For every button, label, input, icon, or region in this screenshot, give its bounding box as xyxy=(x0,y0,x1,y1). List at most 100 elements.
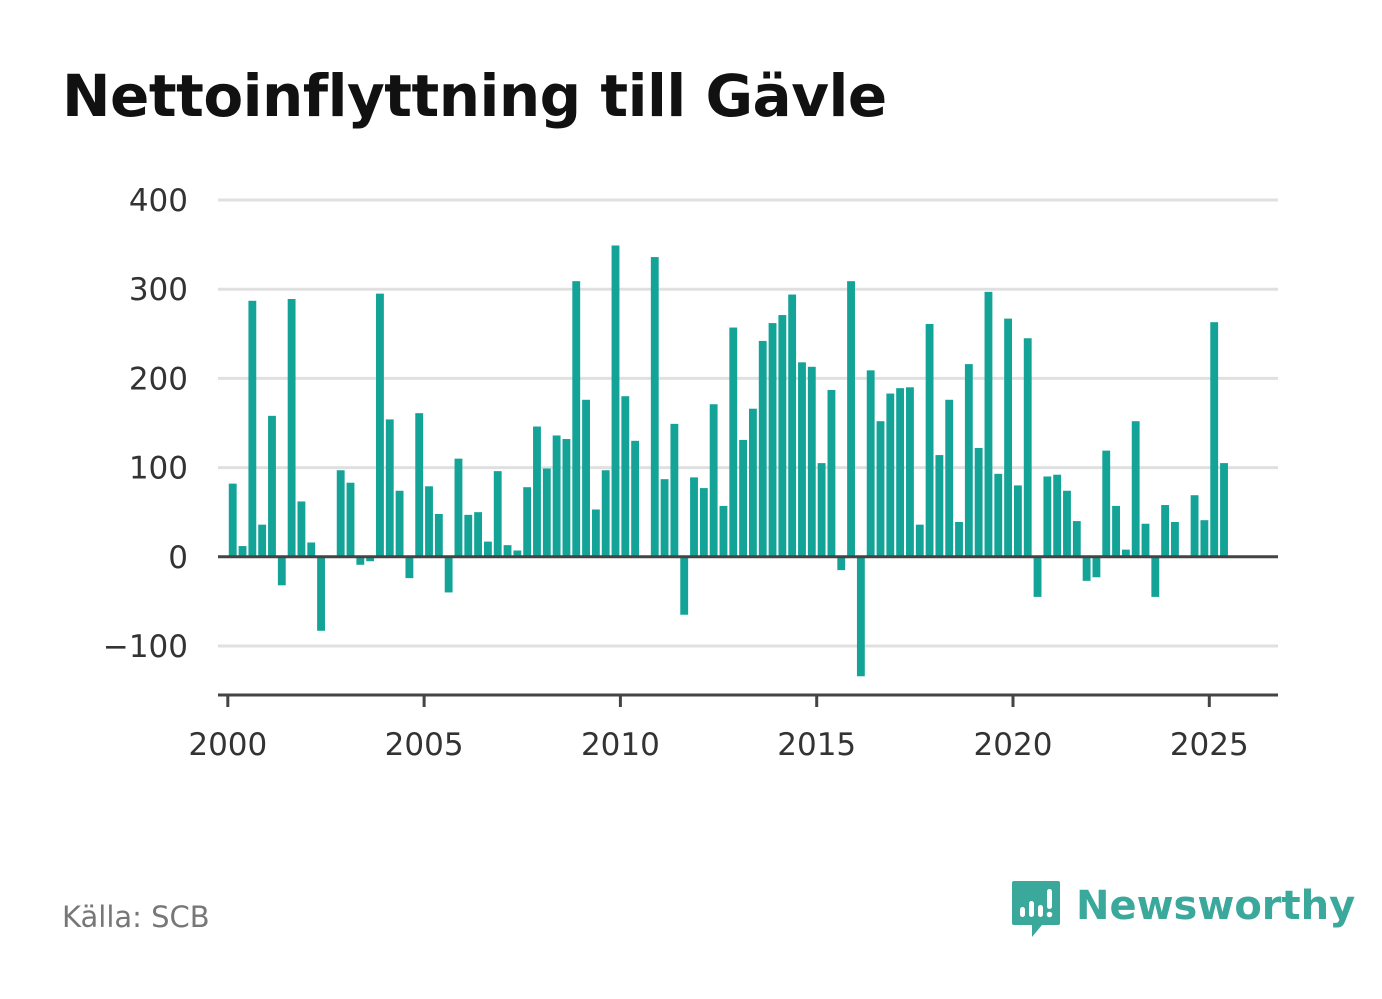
bar xyxy=(1063,490,1071,557)
bar xyxy=(935,455,944,557)
bar xyxy=(474,512,483,557)
bar xyxy=(984,291,993,557)
bar xyxy=(1190,495,1199,557)
source-note: Källa: SCB xyxy=(62,900,210,934)
bar xyxy=(268,415,276,557)
bar xyxy=(1161,505,1170,557)
bar xyxy=(837,556,846,571)
bar xyxy=(807,366,816,557)
bar xyxy=(739,439,748,557)
bar xyxy=(336,470,345,557)
bar xyxy=(611,245,620,557)
y-tick-label: 200 xyxy=(129,361,188,397)
bar xyxy=(376,293,384,557)
y-tick-label: 100 xyxy=(129,451,188,487)
bar xyxy=(258,524,267,557)
bar xyxy=(690,477,698,557)
bar xyxy=(906,387,914,557)
bar xyxy=(856,556,865,677)
bar xyxy=(1043,476,1052,557)
y-tick-label: 0 xyxy=(168,540,188,576)
bar xyxy=(650,257,659,557)
bar xyxy=(964,364,973,557)
bar xyxy=(699,488,708,557)
bar xyxy=(709,404,718,557)
newsworthy-logo-icon xyxy=(1012,881,1060,937)
bar xyxy=(1092,556,1101,578)
bar xyxy=(277,556,286,586)
bar xyxy=(955,521,963,557)
bar xyxy=(1102,450,1111,557)
x-tick-label: 2010 xyxy=(581,727,660,763)
bar xyxy=(542,468,551,557)
brand-name: Newsworthy xyxy=(1076,883,1356,929)
bar xyxy=(1141,523,1150,557)
y-tick-label: 400 xyxy=(129,183,188,219)
bar xyxy=(680,556,689,615)
bar xyxy=(1171,521,1179,557)
bar xyxy=(1200,520,1209,557)
x-tick-label: 2020 xyxy=(974,727,1053,763)
bar xyxy=(356,556,365,565)
bar xyxy=(768,323,777,557)
bar xyxy=(582,399,590,557)
bar xyxy=(925,323,934,557)
bar xyxy=(660,479,669,557)
bar xyxy=(621,396,630,557)
grid-lines xyxy=(218,198,1278,648)
bar xyxy=(1131,421,1140,557)
bar xyxy=(513,550,522,557)
bar xyxy=(552,435,561,557)
bar xyxy=(493,471,502,557)
bar xyxy=(572,281,581,557)
bar xyxy=(562,439,571,557)
bar xyxy=(454,458,463,557)
bar xyxy=(1053,474,1062,557)
bar xyxy=(366,556,375,562)
bar xyxy=(994,473,1003,557)
bar xyxy=(788,294,797,557)
bar xyxy=(591,509,600,557)
y-tick-label: 300 xyxy=(129,272,188,308)
bar xyxy=(385,419,394,557)
bar xyxy=(729,327,738,557)
axes xyxy=(218,555,1278,707)
bar xyxy=(523,487,532,557)
bar xyxy=(847,281,855,557)
bar xyxy=(307,542,316,557)
bar xyxy=(1220,463,1228,557)
bar xyxy=(876,421,885,557)
bar xyxy=(719,505,728,557)
bar xyxy=(533,426,541,557)
bar xyxy=(817,463,826,557)
bar xyxy=(238,546,247,557)
bar xyxy=(1072,521,1081,557)
bar xyxy=(974,447,983,557)
bar xyxy=(287,299,296,557)
bar-series xyxy=(228,245,1228,677)
y-tick-label: −100 xyxy=(103,629,188,665)
bar xyxy=(778,315,787,557)
x-tick-label: 2000 xyxy=(188,727,267,763)
bar xyxy=(1112,505,1120,557)
bar xyxy=(631,440,640,557)
bar xyxy=(670,423,679,557)
bar xyxy=(827,389,836,557)
bar xyxy=(886,393,895,557)
bar xyxy=(415,413,424,557)
bar xyxy=(425,486,433,557)
chart-title: Nettoinflyttning till Gävle xyxy=(62,62,887,130)
bar xyxy=(483,541,492,557)
x-tick-label: 2015 xyxy=(777,727,856,763)
x-tick-label: 2025 xyxy=(1170,727,1249,763)
bar xyxy=(464,514,473,557)
bar xyxy=(945,399,954,557)
bar xyxy=(758,340,767,557)
bar xyxy=(1082,556,1091,581)
tick-labels: 400 300 200 100 0 −100 2000 2005 2010 2015 2020 202… xyxy=(103,183,1249,763)
bar xyxy=(748,408,757,557)
bar xyxy=(1004,318,1013,557)
bar xyxy=(866,370,875,557)
